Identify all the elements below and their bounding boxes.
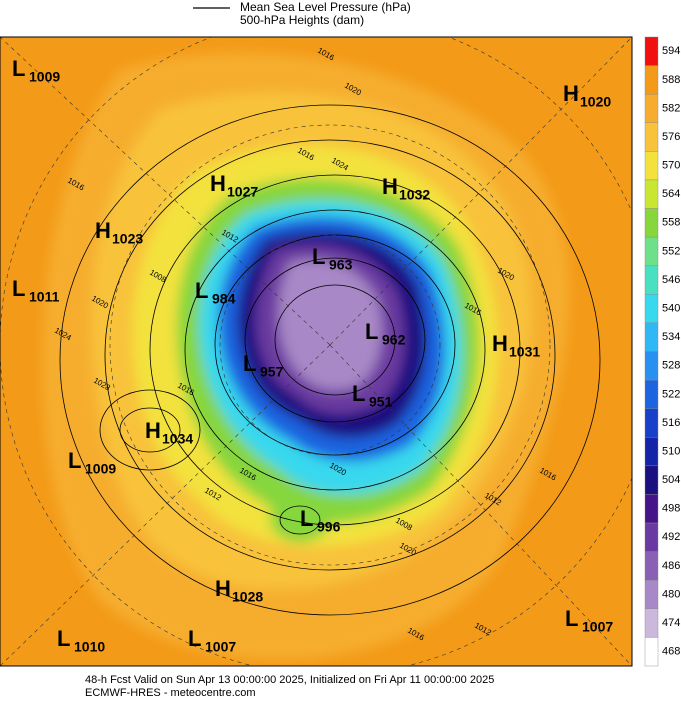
colorbar-label: 498 — [662, 503, 680, 515]
center-letter: H — [210, 171, 226, 196]
center-letter: H — [145, 418, 161, 443]
center-letter: L — [57, 626, 70, 651]
colorbar-label: 486 — [662, 560, 680, 572]
center-pressure: 1034 — [162, 431, 193, 447]
center-letter: H — [563, 81, 579, 106]
colorbar-swatch — [644, 522, 659, 552]
center-pressure: 1027 — [227, 184, 258, 200]
colorbar-label: 528 — [662, 360, 680, 372]
colorbar-swatch — [644, 637, 659, 667]
colorbar-label: 504 — [662, 474, 680, 486]
colorbar-label: 552 — [662, 245, 680, 257]
colorbar-swatch — [644, 236, 659, 266]
colorbar-swatch — [644, 93, 659, 123]
colorbar-swatch — [644, 551, 659, 581]
legend-line-label: Mean Sea Level Pressure (hPa) — [240, 0, 411, 14]
colorbar-label: 534 — [662, 331, 680, 343]
center-pressure: 1007 — [205, 639, 236, 655]
center-letter: L — [12, 56, 25, 81]
colorbar-swatch — [644, 465, 659, 495]
colorbar-swatch — [644, 580, 659, 610]
center-letter: L — [188, 626, 201, 651]
colorbar-label: 492 — [662, 531, 680, 543]
footer-source: ECMWF-HRES - meteocentre.com — [85, 687, 256, 699]
colorbar-label: 588 — [662, 74, 680, 86]
center-pressure: 963 — [329, 257, 353, 273]
colorbar-label: 594 — [662, 45, 680, 57]
colorbar-label: 516 — [662, 417, 680, 429]
colorbar-swatch — [644, 494, 659, 524]
center-pressure: 1020 — [580, 94, 611, 110]
colorbar-swatch — [644, 379, 659, 409]
colorbar-label: 468 — [662, 646, 680, 658]
center-pressure: 1009 — [85, 461, 116, 477]
colorbar-swatch — [644, 408, 659, 438]
center-letter: H — [382, 174, 398, 199]
colorbar-swatch — [644, 437, 659, 467]
center-pressure: 1010 — [74, 639, 105, 655]
colorbar-swatch — [644, 265, 659, 295]
center-pressure: 1031 — [509, 344, 540, 360]
center-pressure: 984 — [212, 291, 236, 307]
colorbar-swatch — [644, 351, 659, 381]
center-letter: H — [215, 576, 231, 601]
center-pressure: 1009 — [29, 69, 60, 85]
center-letter: L — [352, 381, 365, 406]
center-pressure: 1011 — [29, 289, 60, 305]
colorbar-swatch — [644, 179, 659, 209]
colorbar-label: 546 — [662, 274, 680, 286]
map-frame — [0, 36, 633, 667]
center-letter: H — [95, 218, 111, 243]
center-pressure: 996 — [317, 519, 341, 535]
colorbar-label: 474 — [662, 617, 680, 629]
colorbar-swatch — [644, 151, 659, 181]
center-pressure: 1028 — [232, 589, 263, 605]
colorbar-label: 558 — [662, 217, 680, 229]
colorbar-swatch — [644, 322, 659, 352]
footer-line: 48-h Fcst Valid on Sun Apr 13 00:00:00 2… — [85, 674, 494, 686]
center-letter: L — [68, 448, 81, 473]
center-pressure: 951 — [369, 394, 393, 410]
legend-fill-label: 500-hPa Heights (dam) — [240, 13, 364, 27]
colorbar-swatch — [644, 65, 659, 95]
colorbar-label: 576 — [662, 131, 680, 143]
center-letter: L — [312, 244, 325, 269]
colorbar-label: 510 — [662, 445, 680, 457]
center-letter: L — [12, 276, 25, 301]
center-letter: H — [492, 331, 508, 356]
center-letter: L — [365, 319, 378, 344]
colorbar-swatch — [644, 294, 659, 324]
colorbar-label: 564 — [662, 188, 680, 200]
colorbar-label: 570 — [662, 160, 680, 172]
colorbar-swatch — [644, 608, 659, 638]
colorbar-label: 480 — [662, 588, 680, 600]
center-letter: L — [565, 606, 578, 631]
colorbar-label: 582 — [662, 102, 680, 114]
center-letter: L — [195, 278, 208, 303]
colorbar-swatch — [644, 208, 659, 238]
center-pressure: 1032 — [399, 187, 430, 203]
colorbar-label: 522 — [662, 388, 680, 400]
colorbar-swatch — [644, 36, 659, 66]
center-pressure: 957 — [260, 364, 284, 380]
colorbar-swatch — [644, 122, 659, 152]
center-letter: L — [300, 506, 313, 531]
center-pressure: 1007 — [582, 619, 613, 635]
center-pressure: 1023 — [112, 231, 143, 247]
center-letter: L — [243, 351, 256, 376]
center-pressure: 962 — [382, 332, 406, 348]
colorbar-label: 540 — [662, 303, 680, 315]
